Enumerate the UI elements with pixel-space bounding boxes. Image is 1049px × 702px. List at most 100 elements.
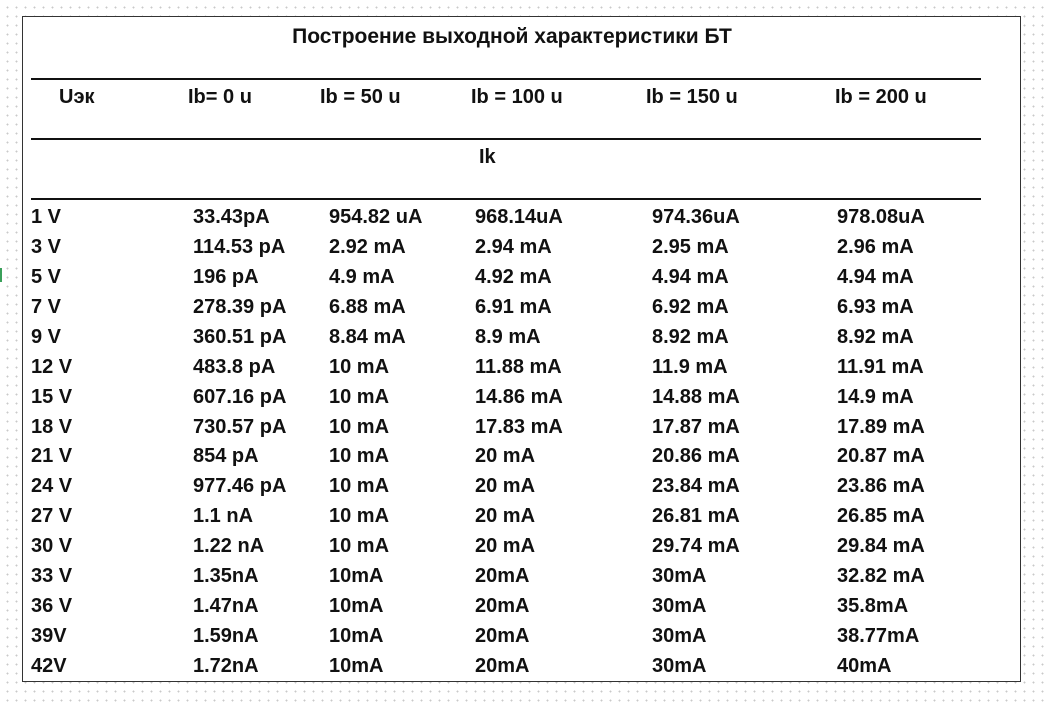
current-cell: 977.46 pA <box>193 475 287 498</box>
current-cell: 10 mA <box>329 415 390 438</box>
current-cell: 30mA <box>652 654 707 677</box>
current-cell: 2.92 mA <box>329 235 406 258</box>
current-cell: 730.57 pA <box>193 415 287 438</box>
current-cell: 10 mA <box>329 445 390 468</box>
current-cell: 1.72nA <box>193 654 259 677</box>
table-row: 9 V 360.51 pA 8.84 mA 8.9 mA 8.92 mA 8.92 mA <box>23 325 1001 355</box>
current-cell: 2.94 mA <box>475 235 552 258</box>
header-ib-150: Ib = 150 u <box>646 86 738 108</box>
voltage-cell: 18 V <box>31 415 73 438</box>
current-cell: 4.9 mA <box>329 265 395 288</box>
table-row: 42V 1.72nA 10mA 20mA 30mA 40mA <box>23 654 1001 684</box>
voltage-cell: 24 V <box>31 475 73 498</box>
voltage-cell: 27 V <box>31 505 73 528</box>
current-cell: 4.94 mA <box>837 265 914 288</box>
current-cell: 17.87 mA <box>652 415 740 438</box>
current-cell: 10 mA <box>329 505 390 528</box>
current-cell: 974.36uA <box>652 206 740 228</box>
current-cell: 30mA <box>652 595 707 618</box>
current-cell: 1.22 nA <box>193 535 265 558</box>
current-cell: 114.53 pA <box>193 235 286 258</box>
current-cell: 4.94 mA <box>652 265 729 288</box>
voltage-cell: 7 V <box>31 295 62 318</box>
header-mid-rule <box>31 138 981 140</box>
current-cell: 978.08uA <box>837 206 925 228</box>
current-cell: 607.16 pA <box>193 385 287 408</box>
table-row: 36 V 1.47nA 10mA 20mA 30mA 35.8mA <box>23 594 1001 624</box>
table-row: 39V 1.59nA 10mA 20mA 30mA 38.77mA <box>23 624 1001 654</box>
current-cell: 29.84 mA <box>837 535 925 558</box>
current-cell: 968.14uA <box>475 206 563 228</box>
header-ib-50: Ib = 50 u <box>320 86 401 108</box>
current-cell: 20mA <box>475 654 530 677</box>
current-cell: 10 mA <box>329 535 390 558</box>
current-cell: 10mA <box>329 625 384 648</box>
current-cell: 14.9 mA <box>837 385 914 408</box>
table-row: 18 V 730.57 pA 10 mA 17.83 mA 17.87 mA 17.89 … <box>23 415 1001 445</box>
current-cell: 11.91 mA <box>837 355 924 378</box>
table-row: 30 V 1.22 nA 10 mA 20 mA 29.74 mA 29.84 mA <box>23 534 1001 564</box>
current-cell: 20 mA <box>475 535 536 558</box>
current-cell: 17.83 mA <box>475 415 563 438</box>
current-cell: 20 mA <box>475 445 536 468</box>
voltage-cell: 30 V <box>31 535 73 558</box>
current-cell: 30mA <box>652 625 707 648</box>
current-cell: 1.59nA <box>193 625 259 648</box>
current-cell: 33.43pA <box>193 206 270 228</box>
current-cell: 8.92 mA <box>837 325 914 348</box>
current-cell: 8.92 mA <box>652 325 729 348</box>
current-cell: 6.88 mA <box>329 295 406 318</box>
voltage-cell: 3 V <box>31 235 62 258</box>
current-cell: 2.96 mA <box>837 235 914 258</box>
table-row: 21 V 854 pA 10 mA 20 mA 20.86 mA 20.87 mA <box>23 444 1001 474</box>
current-cell: 10mA <box>329 565 384 588</box>
current-cell: 10 mA <box>329 355 390 378</box>
table-row: 3 V 114.53 pA 2.92 mA 2.94 mA 2.95 mA 2.96 mA <box>23 235 1001 265</box>
current-cell: 30mA <box>652 565 707 588</box>
table-row: 27 V 1.1 nA 10 mA 20 mA 26.81 mA 26.85 mA <box>23 504 1001 534</box>
voltage-cell: 33 V <box>31 565 73 588</box>
header-ib-200: Ib = 200 u <box>835 86 927 108</box>
current-cell: 6.91 mA <box>475 295 552 318</box>
current-cell: 20mA <box>475 565 530 588</box>
current-cell: 6.92 mA <box>652 295 729 318</box>
current-cell: 26.85 mA <box>837 505 925 528</box>
current-cell: 1.35nA <box>193 565 259 588</box>
current-cell: 854 pA <box>193 445 259 468</box>
current-cell: 10 mA <box>329 475 390 498</box>
table-row: 5 V 196 pA 4.9 mA 4.92 mA 4.94 mA 4.94 mA <box>23 265 1001 295</box>
current-cell: 14.88 mA <box>652 385 740 408</box>
voltage-cell: 15 V <box>31 385 73 408</box>
current-cell: 29.74 mA <box>652 535 740 558</box>
current-cell: 20mA <box>475 595 530 618</box>
current-cell: 11.88 mA <box>475 355 562 378</box>
table-row: 24 V 977.46 pA 10 mA 20 mA 23.84 mA 23.86 mA <box>23 474 1001 504</box>
voltage-cell: 5 V <box>31 265 62 288</box>
subheader-ik: Ik <box>479 146 496 168</box>
voltage-cell: 36 V <box>31 595 73 618</box>
current-cell: 20 mA <box>475 475 536 498</box>
current-cell: 20.87 mA <box>837 445 925 468</box>
document-sheet: Построение выходной характеристики БТ Uэ… <box>22 16 1021 682</box>
current-cell: 360.51 pA <box>193 325 287 348</box>
table-row: 12 V 483.8 pA 10 mA 11.88 mA 11.9 mA 11.91 mA <box>23 355 1001 385</box>
header-top-rule <box>31 78 981 80</box>
voltage-cell: 1 V <box>31 206 62 228</box>
voltage-cell: 39V <box>31 625 67 648</box>
voltage-cell: 21 V <box>31 445 73 468</box>
voltage-cell: 12 V <box>31 355 73 378</box>
current-cell: 6.93 mA <box>837 295 914 318</box>
current-cell: 20 mA <box>475 505 536 528</box>
current-cell: 10 mA <box>329 385 390 408</box>
current-cell: 10mA <box>329 654 384 677</box>
table-row: 15 V 607.16 pA 10 mA 14.86 mA 14.88 mA 14.9 m… <box>23 385 1001 415</box>
current-cell: 11.9 mA <box>652 355 728 378</box>
current-cell: 38.77mA <box>837 625 920 648</box>
current-cell: 20mA <box>475 625 530 648</box>
current-cell: 4.92 mA <box>475 265 552 288</box>
current-cell: 10mA <box>329 595 384 618</box>
current-cell: 196 pA <box>193 265 259 288</box>
current-cell: 8.84 mA <box>329 325 406 348</box>
table-row: 1 V 33.43pA 954.82 uA 968.14uA 974.36uA 978.0… <box>23 205 1001 235</box>
table-row: 33 V 1.35nA 10mA 20mA 30mA 32.82 mA <box>23 564 1001 594</box>
